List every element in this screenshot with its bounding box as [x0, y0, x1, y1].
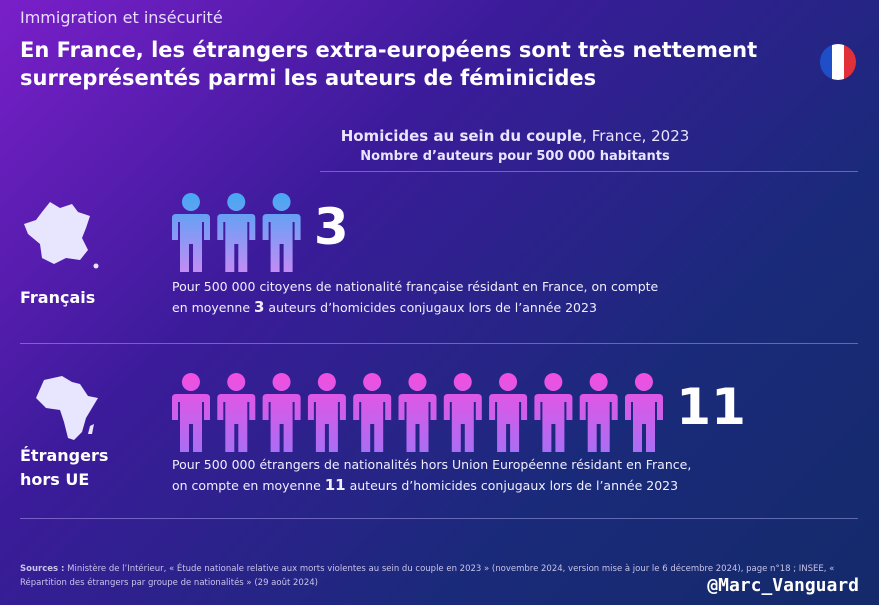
person-icon [172, 193, 210, 272]
description-line: Pour 500 000 étrangers de nationalités h… [172, 457, 692, 472]
person-icon [307, 373, 346, 452]
pictogram [172, 373, 663, 452]
person-icon [262, 193, 301, 272]
sources-text: Ministère de l’Intérieur, « Étude nation… [20, 564, 835, 588]
category-label: Étrangers hors UE [20, 446, 109, 489]
title-suffix: , France, 2023 [582, 127, 690, 145]
chart-title: Homicides au sein du couple, France, 202… [200, 127, 830, 145]
icon-group [172, 193, 301, 272]
person-icon [398, 373, 437, 452]
category-label: Français [20, 288, 96, 307]
france-map [24, 202, 99, 269]
chart-subtitle: Nombre d’auteurs pour 500 000 habitants [360, 149, 670, 164]
description-line: en moyenne 3 auteurs d’homicides conjuga… [172, 297, 658, 318]
value-label: 11 [676, 378, 746, 436]
description-value: 3 [254, 298, 265, 316]
flag [820, 44, 856, 80]
description-line: Pour 500 000 citoyens de nationalité fra… [172, 279, 659, 294]
person-icon [625, 373, 663, 452]
icon-group [172, 373, 663, 452]
kicker: Immigration et insécurité [20, 8, 223, 27]
person-icon [172, 373, 210, 452]
separator [20, 343, 858, 344]
description: Pour 500 000 étrangers de nationalités h… [172, 455, 691, 496]
africa-map [36, 376, 98, 440]
sources: Sources : Ministère de l’Intérieur, « Ét… [20, 562, 860, 590]
description: Pour 500 000 citoyens de nationalité fra… [172, 277, 658, 318]
person-icon [262, 373, 301, 452]
person-icon [353, 373, 392, 452]
value-label: 3 [313, 198, 349, 256]
pictogram [172, 193, 301, 272]
description-text: on compte en moyenne [172, 478, 325, 493]
person-icon [217, 373, 256, 452]
person-icon [534, 373, 573, 452]
description-text: auteurs d’homicides conjugaux lors de l’… [264, 300, 597, 315]
sources-label: Sources : [20, 564, 65, 574]
title: Homicides au sein du couple [340, 127, 583, 145]
rule [320, 171, 858, 172]
handle: @Marc_Vanguard [707, 575, 859, 596]
description-text: en moyenne [172, 300, 255, 315]
separator [20, 518, 858, 519]
description-value: 11 [324, 476, 346, 494]
person-icon [579, 373, 618, 452]
person-icon [217, 193, 256, 272]
person-icon [443, 373, 482, 452]
description-line: on compte en moyenne 11 auteurs d’homici… [172, 475, 691, 496]
person-icon [489, 373, 528, 452]
headline: En France, les étrangers extra-européens… [20, 38, 758, 90]
description-text: auteurs d’homicides conjugaux lors de l’… [345, 478, 679, 493]
